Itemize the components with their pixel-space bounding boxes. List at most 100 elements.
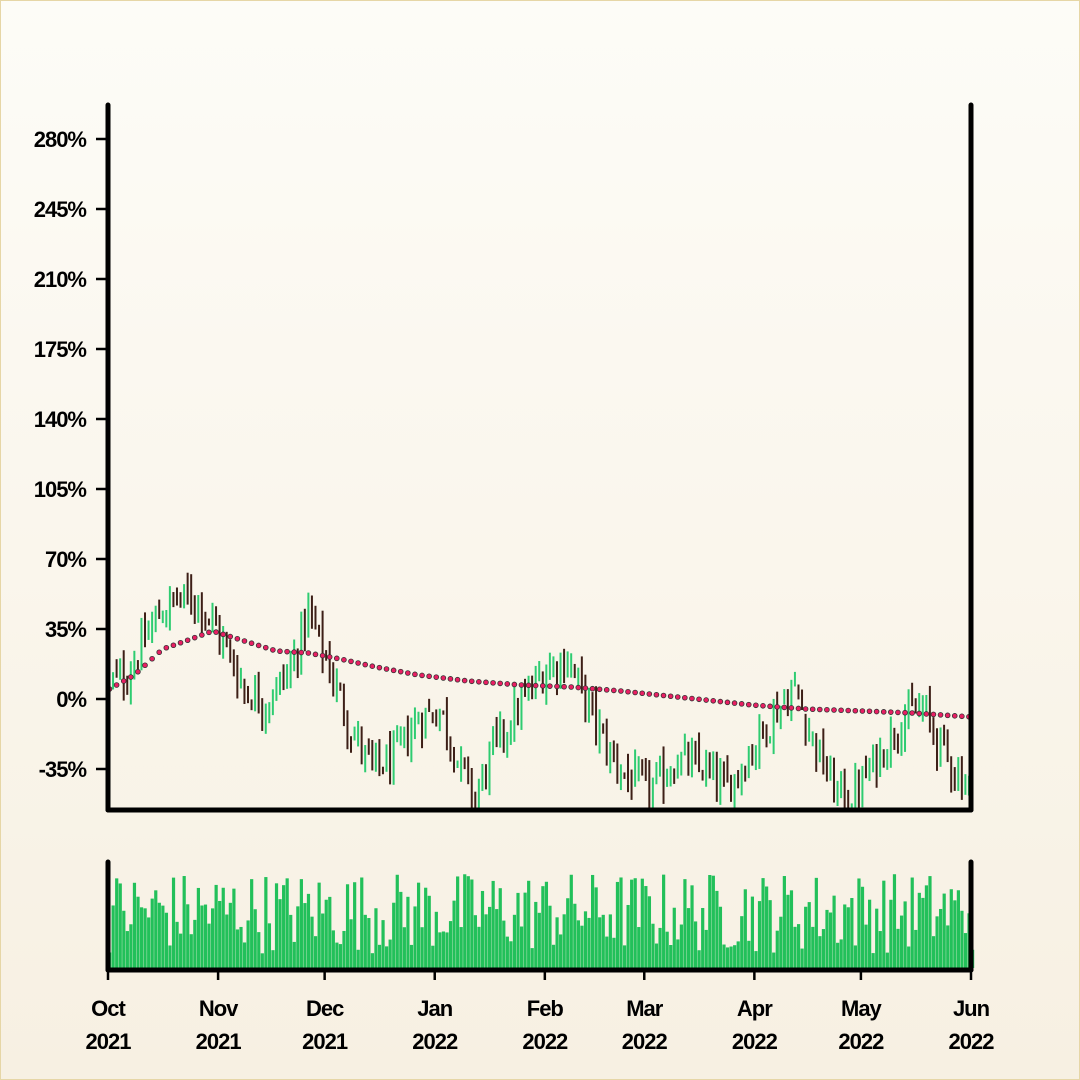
volume-bar (846, 907, 850, 968)
moving-average-point (653, 691, 660, 698)
volume-bar (559, 934, 563, 968)
x-tick-label-year: 2022 (949, 1029, 995, 1054)
moving-average-point (703, 697, 709, 703)
y-tick-label: 35% (45, 617, 86, 642)
moving-average-point (433, 674, 440, 680)
volume-bar (225, 914, 229, 968)
volume-bar (207, 923, 211, 968)
volume-bar (896, 928, 900, 968)
moving-average-point (248, 640, 255, 647)
moving-average-point (539, 683, 546, 689)
volume-bar (956, 890, 960, 968)
moving-average-point (603, 687, 610, 693)
x-tick-label-year: 2022 (622, 1029, 668, 1054)
moving-average-point (547, 683, 553, 689)
moving-average-layer (106, 629, 972, 720)
volume-bar (651, 923, 655, 968)
volume-bar (743, 889, 747, 968)
volume-bar (796, 924, 801, 968)
y-tick-label: 245% (34, 197, 87, 222)
moving-average-point (405, 670, 411, 676)
moving-average-point (454, 676, 461, 683)
volume-bar (235, 929, 240, 968)
volume-bar (491, 880, 495, 968)
volume-bar (434, 911, 438, 968)
volume-bar (282, 885, 286, 968)
x-tick-label-year: 2021 (196, 1029, 242, 1054)
volume-bar (644, 886, 648, 968)
moving-average-point (781, 704, 788, 711)
volume-bar (725, 947, 730, 968)
volume-bar (754, 951, 758, 968)
volume-bar (203, 904, 208, 968)
volume-bar (210, 908, 215, 968)
volume-bar (566, 898, 570, 968)
volume-bar (509, 941, 513, 968)
volume-bar (264, 877, 268, 968)
volume-bar (179, 933, 183, 968)
x-tick-label-year: 2022 (732, 1029, 778, 1054)
moving-average-point (262, 644, 269, 651)
volume-bar (807, 902, 811, 968)
moving-average-point (689, 695, 695, 702)
volume-bar (221, 887, 225, 968)
volume-bar (537, 912, 541, 968)
volume-bars-layer (108, 874, 975, 968)
moving-average-point (461, 677, 468, 684)
volume-bar (122, 910, 126, 968)
volume-bar (935, 916, 939, 968)
moving-average-point (959, 713, 965, 720)
volume-bar (303, 903, 307, 968)
volume-bar (441, 931, 446, 968)
volume-bar (409, 944, 414, 968)
volume-bar (757, 901, 762, 968)
volume-bar (878, 931, 882, 968)
volume-bar (662, 874, 666, 968)
volume-bar (448, 921, 453, 968)
volume-bar (250, 879, 254, 968)
volume-bar (679, 924, 683, 968)
volume-bar (587, 917, 591, 968)
volume-bar (345, 884, 350, 968)
moving-average-point (241, 638, 248, 644)
x-tick-label-month: Dec (306, 996, 344, 1021)
volume-bar (267, 923, 272, 968)
moving-average-point (333, 655, 340, 662)
volume-bar (186, 904, 190, 968)
moving-average-point (277, 648, 283, 655)
volume-bar (228, 902, 232, 968)
volume-bar (402, 927, 406, 968)
moving-average-point (220, 631, 226, 638)
volume-bar (562, 914, 566, 968)
moving-average-point (504, 681, 511, 687)
volume-bar (505, 936, 509, 968)
volume-bar (857, 878, 861, 968)
volume-bar (786, 894, 790, 968)
moving-average-point (305, 650, 312, 656)
volume-bar (704, 929, 708, 968)
volume-bar (324, 899, 328, 968)
moving-average-point (880, 709, 887, 715)
volume-bar (498, 888, 502, 968)
moving-average-point (476, 678, 482, 685)
moving-average-point (916, 710, 923, 717)
moving-average-point (667, 693, 674, 700)
volume-bar (111, 905, 115, 968)
volume-bar (740, 916, 744, 968)
volume-bar (139, 907, 144, 968)
volume-bar (260, 953, 264, 968)
moving-average-point (639, 690, 646, 697)
moving-average-point (618, 688, 624, 694)
volume-bar (289, 914, 293, 968)
volume-bar (299, 879, 303, 968)
y-axis: -35% 0% 35% 70% 105% 140% 175% 210% 245% 280% (34, 127, 108, 782)
volume-bar (633, 878, 637, 968)
moving-average-point (717, 698, 724, 705)
volume-bar (129, 924, 133, 968)
volume-bar (420, 927, 424, 968)
moving-average-point (206, 629, 212, 636)
moving-average-point (866, 708, 873, 715)
volume-bar (321, 913, 325, 968)
moving-average-point (611, 687, 617, 694)
volume-bar (335, 942, 339, 968)
